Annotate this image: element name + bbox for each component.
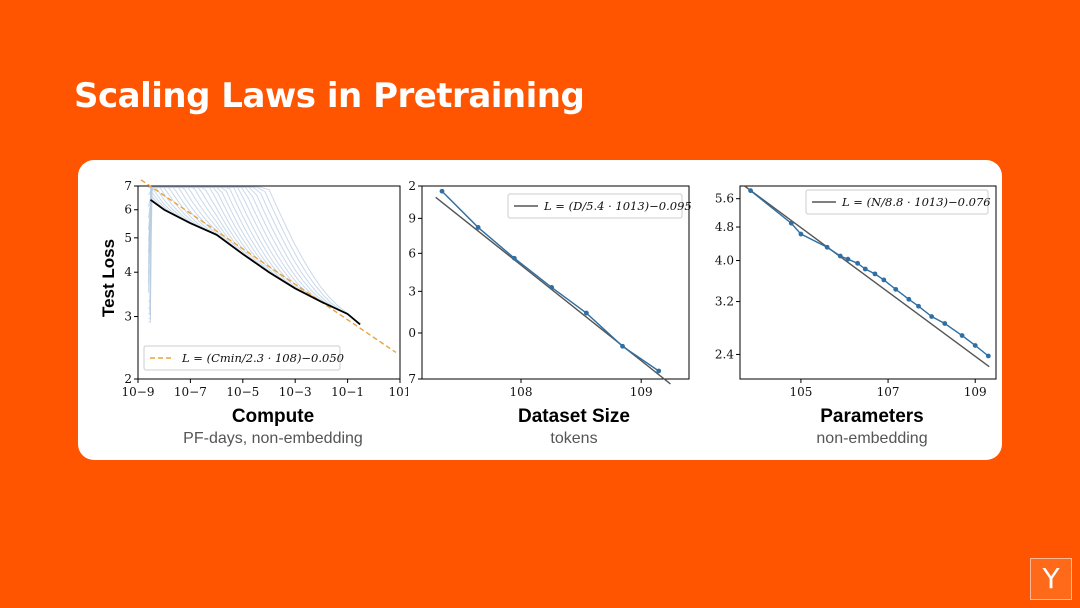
chart-title: Parameters bbox=[820, 406, 924, 427]
y-tick-label: 5.6 bbox=[715, 192, 734, 206]
x-tick-label: 101 bbox=[389, 385, 408, 399]
data-point bbox=[906, 296, 912, 302]
plot-frame bbox=[739, 185, 997, 380]
training-run-curve bbox=[148, 186, 207, 284]
x-tick-label: 10−1 bbox=[331, 385, 364, 399]
data-point bbox=[929, 314, 935, 319]
data-point bbox=[972, 343, 978, 348]
y-tick-label: 3.0 bbox=[408, 326, 416, 340]
parameters-caption: Parameters non-embedding bbox=[762, 406, 982, 448]
data-point bbox=[583, 310, 589, 316]
training-run-curve bbox=[148, 186, 356, 321]
parameters-chart: 105 107 109 2.4 3.2 4.0 4.8 5.6 L = (N/8.8 · 10… bbox=[715, 185, 997, 399]
x-tick-label: 10−5 bbox=[226, 385, 259, 399]
data-point bbox=[881, 277, 887, 283]
data-point bbox=[855, 260, 861, 266]
data-point bbox=[475, 225, 481, 230]
data-point bbox=[862, 266, 868, 272]
plot-frame bbox=[421, 185, 690, 380]
x-tick-label: 10−7 bbox=[174, 385, 207, 399]
chart-title: Compute bbox=[231, 406, 315, 427]
data-series bbox=[750, 190, 989, 357]
y-axis-label: Test Loss bbox=[99, 239, 118, 317]
y-tick-label: 2.7 bbox=[408, 372, 416, 386]
data-point bbox=[748, 188, 753, 194]
y-tick-label: 4.2 bbox=[408, 179, 416, 193]
y-tick-label: 3.2 bbox=[715, 295, 734, 309]
training-runs bbox=[148, 185, 356, 323]
fit-line bbox=[140, 179, 397, 354]
compute-frontier bbox=[149, 199, 361, 326]
data-point bbox=[439, 188, 445, 194]
y-tick-label: 7 bbox=[124, 179, 132, 193]
legend: L = (Cmin/2.3 · 108)−0.050 bbox=[143, 345, 344, 371]
x-tick-label: 109 bbox=[630, 385, 653, 399]
y-tick-label: 3.9 bbox=[408, 211, 416, 225]
fit-line bbox=[435, 196, 671, 385]
x-tick-label: 107 bbox=[877, 385, 900, 399]
y-tick-label: 3.3 bbox=[408, 284, 416, 298]
y-tick-label: 4.0 bbox=[715, 254, 734, 268]
y-tick-label: 4 bbox=[124, 265, 132, 279]
slide-title: Scaling Laws in Pretraining bbox=[74, 76, 585, 116]
plot-frame bbox=[137, 185, 401, 380]
compute-chart: Test Loss 10−9 10−7 10−5 10−3 10−1 101234567 … bbox=[99, 179, 408, 399]
x-tick-label: 10−9 bbox=[122, 385, 155, 399]
training-run-curve bbox=[148, 185, 186, 311]
training-run-curve bbox=[148, 186, 193, 304]
training-run-curve bbox=[148, 186, 349, 315]
chart-subtitle: non-embedding bbox=[816, 430, 928, 447]
chart-title: Dataset Size bbox=[518, 406, 630, 427]
data-point bbox=[837, 253, 843, 259]
dataset-caption: Dataset Size tokens bbox=[464, 406, 684, 448]
data-point bbox=[893, 286, 899, 292]
x-tick-label: 105 bbox=[789, 385, 812, 399]
data-point bbox=[788, 220, 794, 226]
data-point bbox=[549, 284, 555, 290]
x-tick-label: 109 bbox=[964, 385, 987, 399]
x-tick-label: 10−3 bbox=[279, 385, 312, 399]
dataset-size-chart: 108 109 2.7 3.0 3.3 3.6 3.9 4.2 L = (D/5.4 · 10… bbox=[408, 179, 692, 399]
y-tick-label: 4.8 bbox=[715, 220, 734, 234]
chart-subtitle: tokens bbox=[550, 430, 598, 447]
y-tick-label: 2.4 bbox=[715, 347, 734, 361]
fit-line bbox=[744, 185, 990, 368]
brand-logo: Y bbox=[1030, 558, 1072, 600]
data-point bbox=[620, 343, 625, 349]
legend-label: L = (D/5.4 · 1013)−0.095 bbox=[543, 199, 692, 213]
legend: L = (N/8.8 · 1013)−0.076 bbox=[805, 189, 991, 215]
data-point bbox=[872, 271, 878, 277]
data-point bbox=[511, 255, 517, 261]
data-point bbox=[985, 353, 991, 359]
x-tick-label: 108 bbox=[510, 385, 533, 399]
data-point bbox=[656, 368, 662, 374]
data-point bbox=[845, 256, 851, 262]
compute-caption: Compute PF-days, non-embedding bbox=[163, 406, 383, 448]
y-tick-label: 3.6 bbox=[408, 246, 416, 260]
y-tick-label: 5 bbox=[124, 231, 132, 245]
figure-card: Test Loss 10−9 10−7 10−5 10−3 10−1 101 2 3 4 5 6 7 … bbox=[78, 160, 1002, 460]
chart-subtitle: PF-days, non-embedding bbox=[183, 430, 363, 447]
legend-label: L = (N/8.8 · 1013)−0.076 bbox=[841, 195, 991, 209]
legend-label: L = (Cmin/2.3 · 108)−0.050 bbox=[181, 351, 344, 365]
legend: L = (D/5.4 · 1013)−0.095 bbox=[507, 193, 692, 219]
data-point bbox=[916, 303, 921, 309]
data-point bbox=[942, 321, 948, 326]
y-tick-label: 3 bbox=[124, 310, 132, 324]
data-point bbox=[798, 231, 804, 237]
y-tick-label: 6 bbox=[124, 203, 132, 217]
data-point bbox=[959, 333, 965, 338]
data-point bbox=[824, 244, 830, 250]
y-tick-label: 2 bbox=[124, 372, 132, 386]
